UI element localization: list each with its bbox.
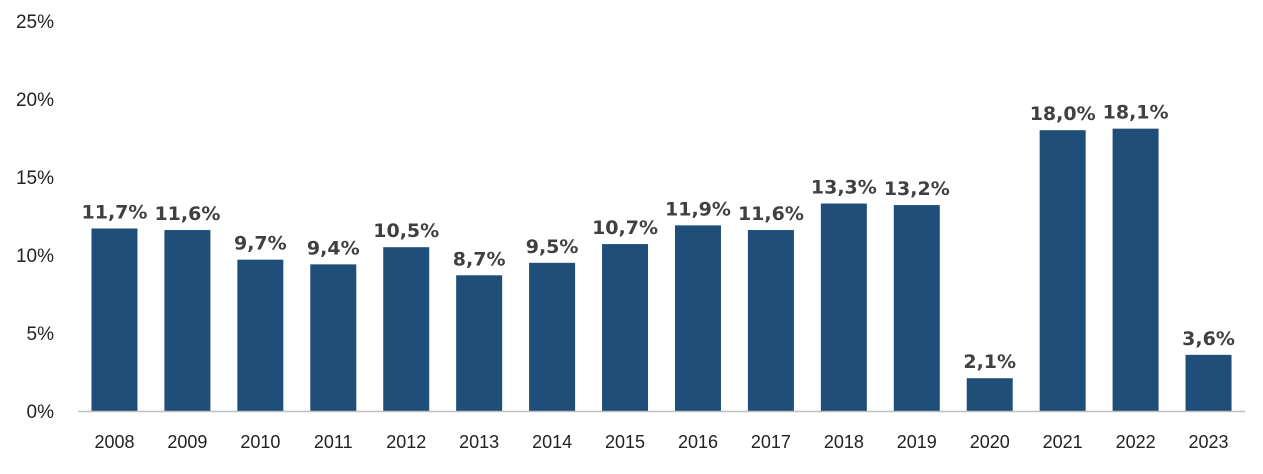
bar-2021 <box>1039 130 1086 411</box>
bar-2010 <box>237 259 284 411</box>
data-label-2011: 9,4% <box>307 237 360 259</box>
data-labels: 11,7% 11,6% 9,7% 9,4% 10,5% 8,7% 9,5% 10,7% 11,9… <box>82 102 1235 374</box>
y-tick-label: 15% <box>16 168 54 189</box>
x-tick-label-2009: 2009 <box>167 432 207 452</box>
bar-2015 <box>602 244 649 411</box>
data-label-2017: 11,6% <box>738 203 804 225</box>
x-tick-label-2023: 2023 <box>1189 432 1229 452</box>
bar-2020 <box>966 378 1013 411</box>
x-tick-label-2012: 2012 <box>386 432 426 452</box>
x-tick-label-2020: 2020 <box>970 432 1010 452</box>
bar-2013 <box>456 275 503 411</box>
data-label-2012: 10,5% <box>373 220 439 242</box>
y-tick-label: 20% <box>16 90 54 111</box>
bar-2014 <box>529 262 576 411</box>
bar-2019 <box>893 205 940 411</box>
bar-2016 <box>674 225 721 411</box>
y-axis-labels: 0% 5% 10% 15% 20% 25% <box>16 12 54 423</box>
x-axis-labels: 2008 2009 2010 2011 2012 2013 2014 2015 2016 2017… <box>94 432 1228 452</box>
bar-2012 <box>383 247 430 411</box>
bar-2011 <box>310 264 357 411</box>
x-tick-label-2011: 2011 <box>314 432 353 452</box>
x-tick-label-2008: 2008 <box>94 432 134 452</box>
x-tick-label-2015: 2015 <box>605 432 645 452</box>
bar-2022 <box>1112 128 1159 411</box>
bar-2023 <box>1185 354 1232 411</box>
data-label-2023: 3,6% <box>1182 328 1235 350</box>
x-tick-label-2010: 2010 <box>240 432 280 452</box>
x-tick-label-2017: 2017 <box>751 432 791 452</box>
data-label-2014: 9,5% <box>526 236 579 258</box>
bar-2017 <box>747 230 794 411</box>
y-tick-label: 10% <box>16 246 54 267</box>
y-tick-label: 0% <box>27 402 55 423</box>
bars <box>91 128 1232 411</box>
data-label-2008: 11,7% <box>82 201 148 223</box>
y-tick-label: 5% <box>27 324 55 345</box>
data-label-2020: 2,1% <box>963 351 1016 373</box>
x-tick-label-2018: 2018 <box>824 432 864 452</box>
x-tick-label-2016: 2016 <box>678 432 718 452</box>
data-label-2021: 18,0% <box>1030 103 1096 125</box>
x-tick-label-2013: 2013 <box>459 432 499 452</box>
x-tick-label-2022: 2022 <box>1116 432 1156 452</box>
data-label-2018: 13,3% <box>811 177 877 199</box>
y-tick-label: 25% <box>16 12 54 33</box>
data-label-2013: 8,7% <box>453 248 506 270</box>
data-label-2019: 13,2% <box>884 178 950 200</box>
data-label-2015: 10,7% <box>592 217 658 239</box>
x-tick-label-2014: 2014 <box>532 432 572 452</box>
bar-2009 <box>164 230 211 411</box>
data-label-2016: 11,9% <box>665 198 731 220</box>
bar-2018 <box>820 203 867 411</box>
data-label-2010: 9,7% <box>234 233 287 255</box>
x-tick-label-2019: 2019 <box>897 432 937 452</box>
data-label-2022: 18,1% <box>1103 102 1169 124</box>
data-label-2009: 11,6% <box>154 203 220 225</box>
x-tick-label-2021: 2021 <box>1043 432 1083 452</box>
bar-2008 <box>91 228 138 411</box>
